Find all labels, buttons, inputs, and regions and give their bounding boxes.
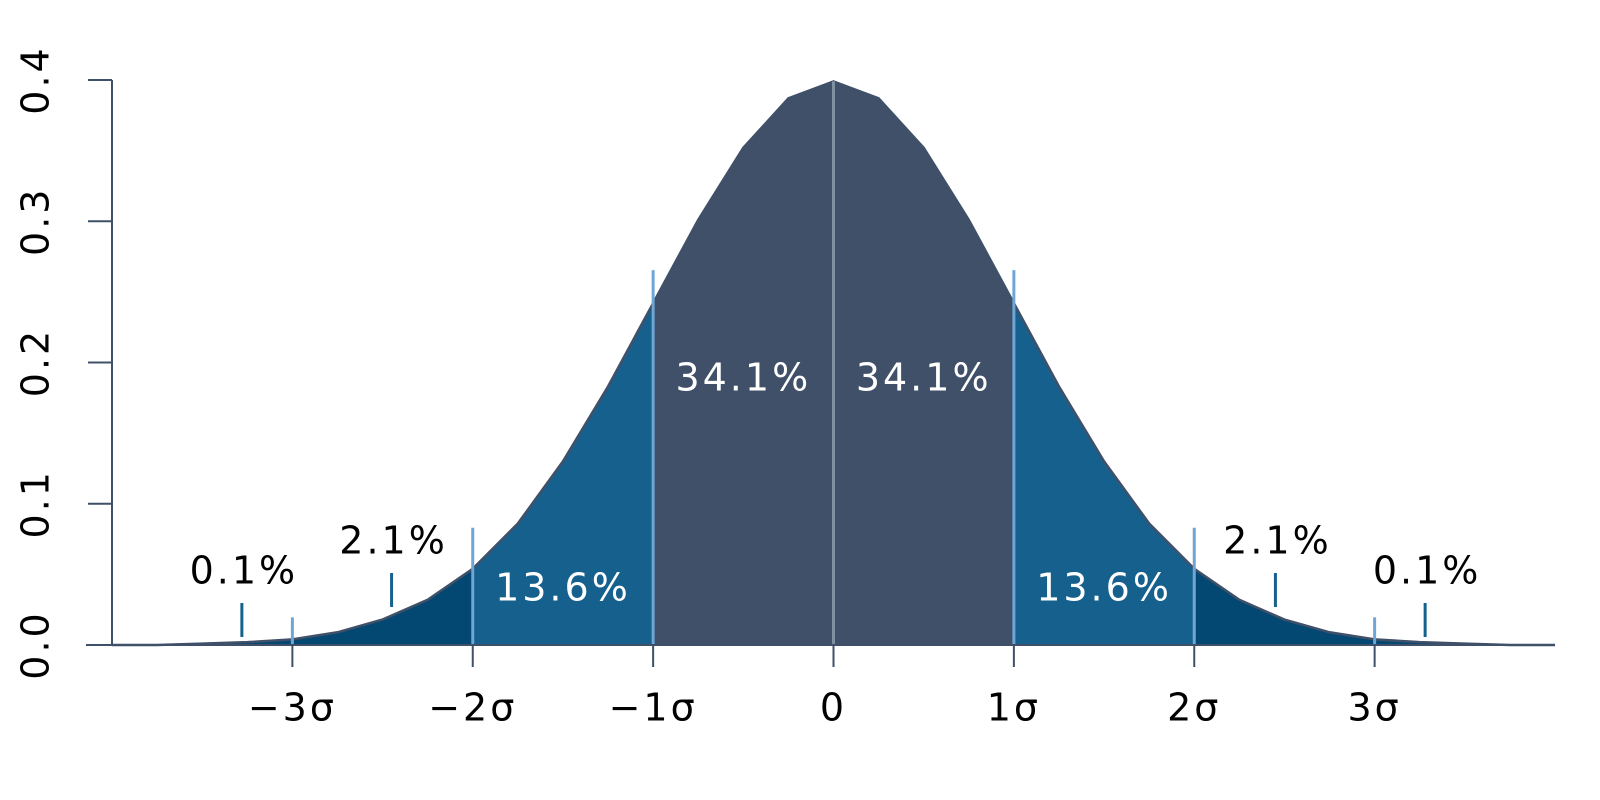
y-tick-label: 0.1 [14, 469, 58, 538]
y-tick-label: 0.3 [14, 187, 58, 256]
band-label: 34.1% [856, 356, 992, 400]
band-label: 34.1% [675, 356, 811, 400]
x-tick-label: −1σ [609, 686, 698, 730]
x-tick-label: −3σ [248, 686, 337, 730]
band-label: 2.1% [339, 519, 448, 563]
band [112, 639, 293, 645]
band-label: 13.6% [495, 566, 631, 610]
x-tick-label: 0 [820, 686, 847, 730]
band-label: 13.6% [1036, 566, 1172, 610]
band [1194, 568, 1375, 645]
x-tick-label: 3σ [1347, 686, 1401, 730]
band [292, 568, 473, 645]
y-tick-label: 0.4 [14, 45, 58, 114]
band [1374, 639, 1555, 645]
y-tick-label: 0.2 [14, 328, 58, 397]
x-tick-label: −2σ [428, 686, 517, 730]
band-label: 2.1% [1223, 519, 1332, 563]
x-tick-label: 1σ [987, 686, 1041, 730]
x-tick-label: 2σ [1167, 686, 1221, 730]
band-label: 0.1% [1373, 549, 1482, 593]
band-label: 0.1% [190, 549, 299, 593]
y-tick-label: 0.0 [14, 610, 58, 679]
